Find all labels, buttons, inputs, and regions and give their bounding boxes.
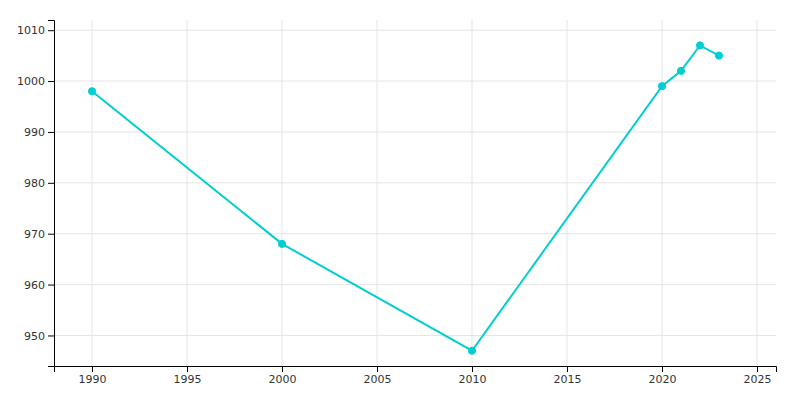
x-tick: 1995 xyxy=(174,366,202,386)
marker xyxy=(278,240,285,247)
marker xyxy=(715,52,722,59)
y-tick: 1010 xyxy=(17,24,54,37)
grid-line-x xyxy=(187,20,188,366)
y-tick: 980 xyxy=(24,177,54,190)
y-axis: 950 960 970 980 990 1000 1010 xyxy=(17,21,55,367)
y-tick-mark xyxy=(48,335,54,336)
x-tick-label: 2015 xyxy=(554,373,582,386)
x-tick-mark xyxy=(567,366,568,372)
y-tick: 1000 xyxy=(17,75,54,88)
grid-line-x xyxy=(282,20,283,366)
marker xyxy=(88,88,95,95)
x-tick: 2000 xyxy=(269,366,297,386)
x-tick-mark xyxy=(662,366,663,372)
plot-area: 1990 1995 2000 2005 2010 2015 2020 2025 950 960 97… xyxy=(17,20,777,386)
marker xyxy=(468,347,475,354)
y-tick-label: 980 xyxy=(24,177,45,190)
marker xyxy=(677,67,684,74)
x-tick-mark xyxy=(92,366,93,372)
y-tick-mark xyxy=(48,183,54,184)
grid-line-x xyxy=(757,20,758,366)
y-tick: 950 xyxy=(24,329,54,342)
y-tick-mark xyxy=(48,81,54,82)
y-tick-label: 960 xyxy=(24,279,45,292)
x-tick: 2010 xyxy=(459,366,487,386)
y-tick-mark xyxy=(48,234,54,235)
marker xyxy=(658,83,665,90)
x-axis: 1990 1995 2000 2005 2010 2015 2020 2025 xyxy=(55,366,777,386)
y-tick-label: 970 xyxy=(24,228,45,241)
x-tick-label: 1990 xyxy=(79,373,107,386)
x-tick-mark xyxy=(377,366,378,372)
y-tick: 970 xyxy=(24,228,54,241)
y-tick-mark xyxy=(48,30,54,31)
grid-line-y xyxy=(54,233,776,234)
grid-line-x xyxy=(92,20,93,366)
x-axis-line xyxy=(55,367,777,373)
y-tick-label: 1010 xyxy=(17,24,45,37)
y-axis-line xyxy=(48,21,55,367)
y-tick-label: 1000 xyxy=(17,75,45,88)
y-tick-label: 990 xyxy=(24,126,45,139)
x-tick: 2025 xyxy=(744,366,772,386)
grid-line-x xyxy=(662,20,663,366)
x-tick: 2020 xyxy=(649,366,677,386)
x-tick-label: 2025 xyxy=(744,373,772,386)
y-tick-mark xyxy=(48,132,54,133)
x-tick-label: 2010 xyxy=(459,373,487,386)
chart: 1990 1995 2000 2005 2010 2015 2020 2025 950 960 97… xyxy=(0,0,800,400)
y-tick-mark xyxy=(48,285,54,286)
grid-line-y xyxy=(54,30,776,31)
marker xyxy=(696,42,703,49)
y-tick-label: 950 xyxy=(24,329,45,342)
x-tick: 2005 xyxy=(364,366,392,386)
grid-line-x xyxy=(377,20,378,366)
x-tick-label: 2005 xyxy=(364,373,392,386)
x-tick: 2015 xyxy=(554,366,582,386)
grid-line-y xyxy=(54,284,776,285)
grid-line-x xyxy=(567,20,568,366)
x-tick-mark xyxy=(757,366,758,372)
line xyxy=(92,45,719,350)
x-tick-label: 2020 xyxy=(649,373,677,386)
x-tick-mark xyxy=(282,366,283,372)
x-tick-label: 1995 xyxy=(174,373,202,386)
series xyxy=(88,42,722,354)
y-tick: 990 xyxy=(24,126,54,139)
x-tick: 1990 xyxy=(79,366,107,386)
grid-line-y xyxy=(54,182,776,183)
x-tick-mark xyxy=(472,366,473,372)
grid-line-x xyxy=(472,20,473,366)
x-tick-mark xyxy=(187,366,188,372)
grid-line-y xyxy=(54,131,776,132)
grid xyxy=(54,20,776,366)
grid-line-y xyxy=(54,335,776,336)
y-tick: 960 xyxy=(24,279,54,292)
x-tick-label: 2000 xyxy=(269,373,297,386)
